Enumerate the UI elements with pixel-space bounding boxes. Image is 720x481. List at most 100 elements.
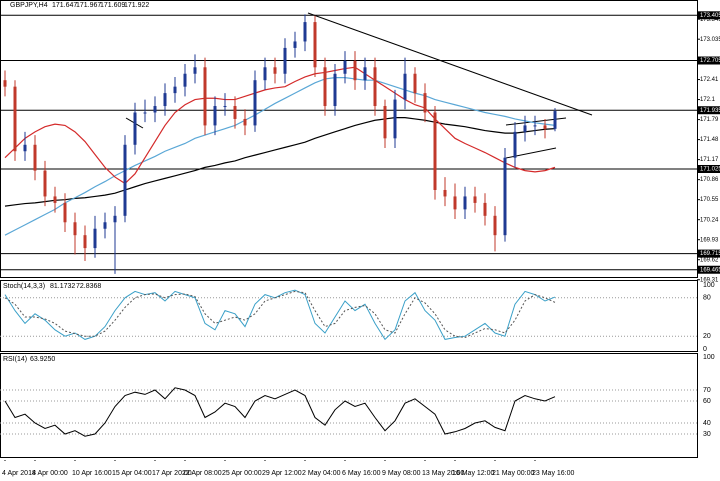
level-label-box [698,11,720,20]
candle-body [383,106,387,139]
stoch-title: Stoch(14,3,3) [3,283,45,290]
indicator-line [4,289,556,341]
candle-body [343,60,347,74]
candle-body [223,106,227,108]
candle-body [53,196,57,203]
candle-body [523,125,527,132]
x-tick-label: 16 May 12:00 [452,470,495,477]
y-tick-label: 171.48 [700,137,719,143]
candle-body [303,22,307,42]
y-tick-label: 173.035 [700,37,720,43]
candle-body [513,131,517,158]
x-tick-label: 10 Apr 16:00 [72,470,112,477]
y-tick-label: 173.345 [700,17,720,23]
candle-body [283,47,287,74]
y-tick-label: 169.62 [700,257,719,263]
candle-body [63,202,67,223]
candle-body [163,93,167,107]
candle-body [413,73,417,94]
trend-line [307,12,593,116]
ohlc-readout: 171.647 [52,2,77,9]
x-tick-label: 22 Apr 08:00 [182,470,222,477]
chart-title: GBPJPY,H4 [10,2,48,9]
y-tick-label: 30 [703,431,711,438]
candle-body [313,22,317,68]
level-label: 169.715 [700,251,720,257]
candle-body [193,67,197,74]
candle-body [263,67,267,81]
candle-body [473,196,477,203]
y-tick-label: 100 [703,282,715,289]
candle-body [143,112,147,114]
candle-body [323,67,327,107]
x-tick-label: 29 Apr 12:00 [262,470,302,477]
candle-body [133,112,137,145]
level-label-box [698,164,720,173]
indicator-line [4,77,556,236]
candle-body [113,215,117,223]
level-label: 169.465 [700,267,720,273]
y-tick-label: 169.93 [700,237,719,243]
stoch-readout: 72.8368 [76,283,101,290]
stoch-readout: 81.1732 [50,283,75,290]
candle-body [333,73,337,107]
y-tick-label: 172.41 [700,77,719,83]
y-tick-label: 172.1 [700,97,716,103]
indicator-line [4,387,556,437]
level-label: 172.705 [700,58,720,64]
candle-body [203,67,207,126]
candle-body [423,93,427,113]
candle-body [213,106,217,126]
candle-body [73,222,77,236]
candle-body [243,118,247,126]
rsi-readout: 63.9250 [30,356,55,363]
rsi-title: RSI(14) [3,356,27,363]
y-tick-label: 170.55 [700,197,719,203]
candle-body [443,189,447,197]
y-tick-label: 170.24 [700,217,719,223]
main-panel [0,0,698,278]
y-tick-label: 0 [703,346,707,353]
mask [0,458,697,460]
indicator-line [4,117,556,207]
candle-body [83,235,87,249]
rsi-panel [0,353,698,458]
candle-body [503,157,507,236]
candle-body [233,106,237,119]
x-tick-label: 17 Apr 20:00 [152,470,192,477]
candle-body [153,106,157,113]
x-tick-label: 25 Apr 00:00 [222,470,262,477]
candle-body [363,67,367,81]
candle-body [393,99,397,139]
level-label: 171.935 [700,108,720,114]
x-tick-label: 15 Apr 04:00 [112,470,152,477]
candle-body [183,73,187,87]
level-label-box [698,106,720,115]
level-label-box [698,265,720,274]
y-tick-label: 70 [703,387,711,394]
level-label: 173.405 [700,13,720,19]
y-tick-label: 100 [703,354,715,361]
candle-body [23,144,27,152]
candle-body [103,222,107,229]
y-tick-label: 60 [703,398,711,405]
x-tick-label: 21 May 00:00 [492,470,535,477]
candle-body [43,170,47,197]
candle-body [293,41,297,48]
candle-body [273,67,277,74]
candle-body [403,73,407,100]
x-tick-label: 2 May 04:00 [302,470,341,477]
candle-body [253,80,257,126]
candle-body [483,202,487,216]
candle-body [13,86,17,152]
stoch-panel [0,280,698,352]
ohlc-readout: 171.967 [76,2,101,9]
candle-body [3,80,7,87]
y-tick-label: 171.79 [700,117,719,123]
candle-body [433,112,437,190]
level-label-box [698,249,720,258]
candle-body [173,86,177,94]
candle-body [373,67,377,107]
x-tick-label: 9 May 08:00 [382,470,421,477]
y-tick-label: 169.31 [700,277,719,283]
